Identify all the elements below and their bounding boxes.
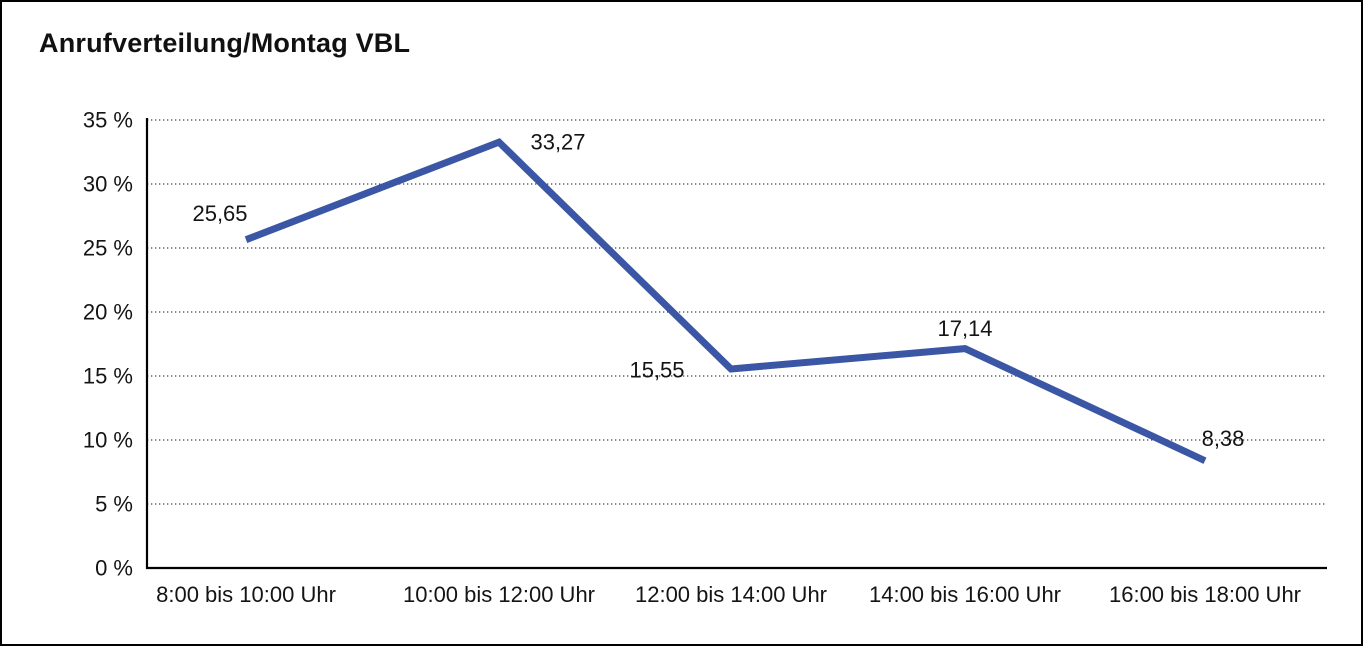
x-axis-tick-label: 8:00 bis 10:00 Uhr bbox=[156, 582, 336, 607]
y-axis-tick-label: 30 % bbox=[83, 172, 133, 197]
y-axis-tick-label: 0 % bbox=[95, 556, 133, 581]
data-point-label: 25,65 bbox=[192, 201, 247, 226]
y-axis-tick-label: 25 % bbox=[83, 236, 133, 261]
x-axis-tick-label: 16:00 bis 18:00 Uhr bbox=[1109, 582, 1301, 607]
chart-title: Anrufverteilung/Montag VBL bbox=[39, 28, 411, 58]
y-axis-tick-label: 35 % bbox=[83, 108, 133, 133]
data-point-label: 33,27 bbox=[530, 130, 585, 155]
x-axis-tick-label: 12:00 bis 14:00 Uhr bbox=[635, 582, 827, 607]
data-point-label: 17,14 bbox=[937, 316, 992, 341]
y-axis-tick-label: 10 % bbox=[83, 428, 133, 453]
x-axis-tick-label: 10:00 bis 12:00 Uhr bbox=[403, 582, 595, 607]
x-axis-tick-label: 14:00 bis 16:00 Uhr bbox=[869, 582, 1061, 607]
y-axis-tick-label: 15 % bbox=[83, 364, 133, 389]
y-axis-tick-label: 20 % bbox=[83, 300, 133, 325]
y-axis-tick-label: 5 % bbox=[95, 492, 133, 517]
data-point-label: 15,55 bbox=[629, 357, 684, 382]
data-series-line bbox=[244, 138, 1207, 464]
data-point-label: 8,38 bbox=[1202, 426, 1245, 451]
